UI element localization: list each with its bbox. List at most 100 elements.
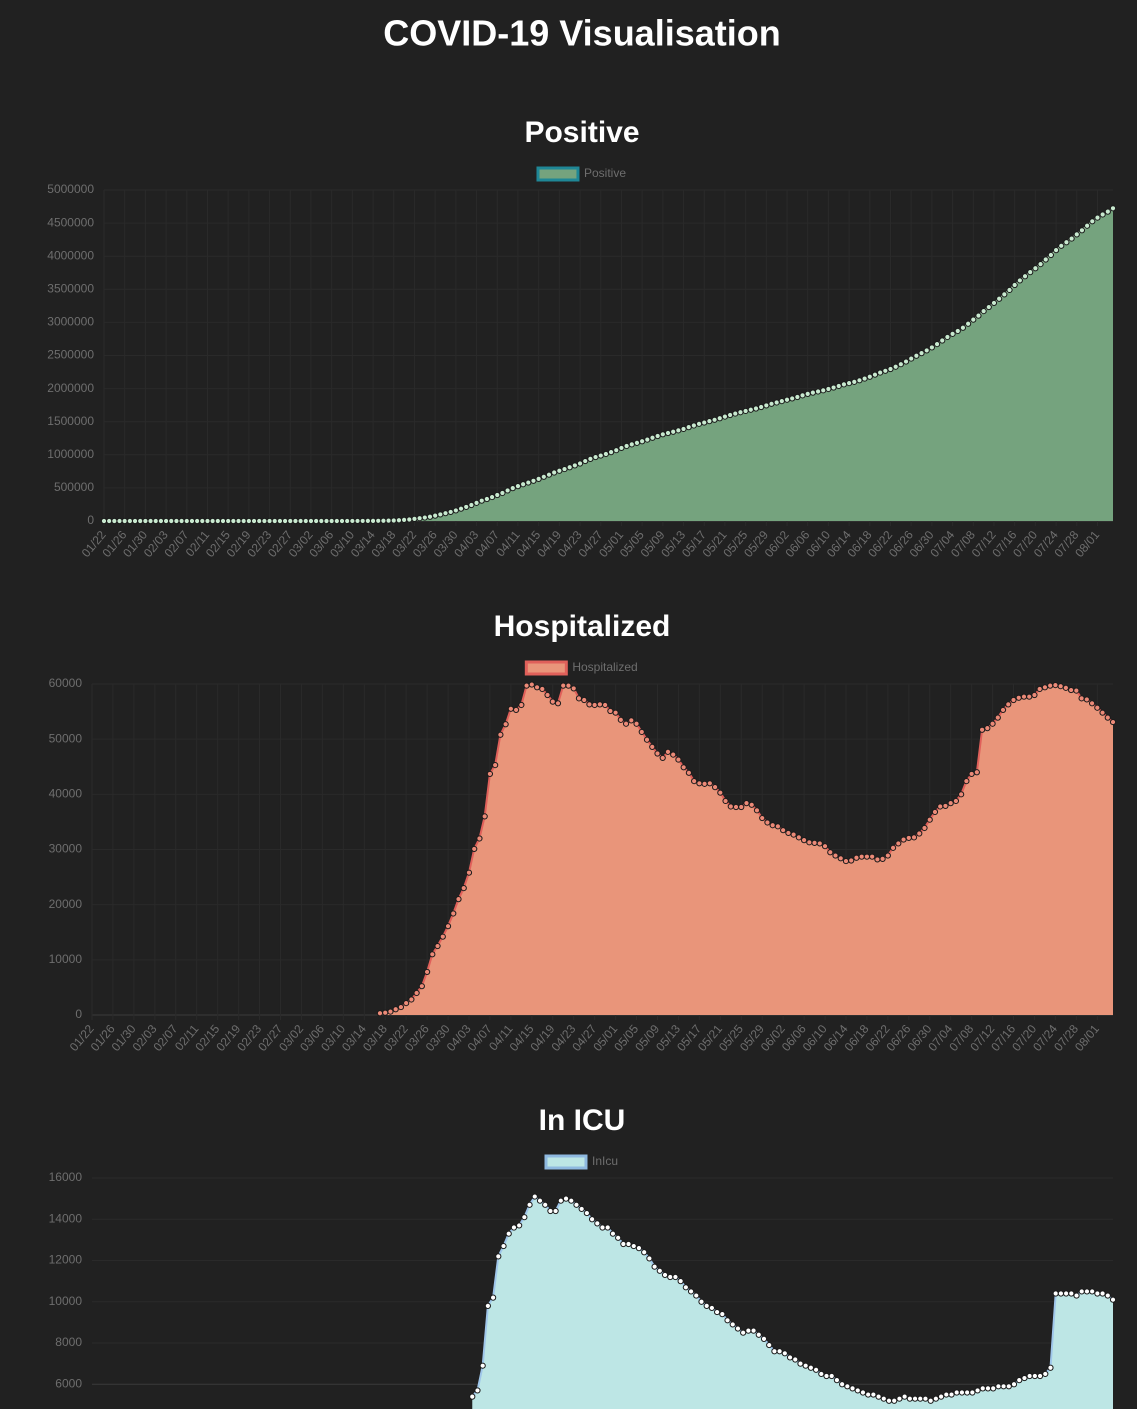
data-point <box>996 295 1003 302</box>
data-point <box>245 517 252 525</box>
data-point <box>1104 714 1111 721</box>
data-point <box>927 1397 934 1404</box>
data-point <box>1094 704 1101 711</box>
data-point <box>778 397 785 405</box>
data-point <box>672 1273 679 1281</box>
y-tick-label: 14000 <box>49 1211 83 1225</box>
data-point <box>916 830 923 837</box>
data-point <box>851 378 858 385</box>
data-point <box>641 1249 648 1256</box>
data-point <box>545 471 553 478</box>
data-point <box>1078 227 1086 234</box>
data-point <box>670 751 677 758</box>
data-point <box>397 1003 405 1011</box>
y-tick-label: 3500000 <box>47 281 94 295</box>
data-point <box>509 485 516 492</box>
data-point <box>906 1395 913 1402</box>
data-point <box>835 382 842 390</box>
data-point <box>581 696 588 704</box>
data-point <box>479 1362 486 1369</box>
data-point <box>194 517 201 525</box>
data-point <box>649 743 656 750</box>
data-point <box>811 839 818 846</box>
data-point <box>523 682 530 689</box>
data-point <box>591 701 598 709</box>
data-point <box>1078 695 1085 702</box>
data-point <box>785 829 792 837</box>
data-point <box>437 511 444 518</box>
data-point <box>1026 1372 1033 1380</box>
plot <box>376 681 1117 1017</box>
data-point <box>1084 222 1091 229</box>
data-point <box>939 337 946 344</box>
data-point <box>861 375 868 382</box>
data-point <box>675 427 682 434</box>
data-point <box>708 1304 715 1312</box>
data-point <box>794 393 801 401</box>
data-point <box>651 1263 658 1270</box>
data-point <box>942 802 949 810</box>
data-point <box>576 460 584 467</box>
data-point <box>568 1197 575 1204</box>
data-point <box>953 1389 960 1396</box>
data-point <box>969 1389 976 1396</box>
data-point <box>790 831 797 838</box>
data-point <box>423 968 431 976</box>
data-point <box>516 1222 523 1229</box>
y-tick-label: 4000000 <box>47 248 94 262</box>
data-point <box>768 400 775 407</box>
data-point <box>307 517 315 525</box>
data-point <box>1010 1381 1018 1388</box>
data-point <box>354 517 361 525</box>
legend-item: Hospitalized <box>524 660 638 676</box>
data-point <box>573 1201 580 1208</box>
data-point <box>602 450 610 458</box>
data-point <box>536 1197 544 1204</box>
data-point <box>750 1327 757 1334</box>
data-point <box>531 1193 538 1200</box>
data-point <box>1063 1290 1070 1297</box>
data-point <box>261 517 268 525</box>
data-point <box>921 824 928 832</box>
data-point <box>586 701 593 708</box>
data-point <box>830 384 837 391</box>
data-point <box>633 720 640 727</box>
data-point <box>530 477 537 484</box>
data-point <box>465 869 473 876</box>
data-point <box>1099 709 1106 716</box>
data-point <box>820 387 827 394</box>
legend-label: Hospitalized <box>572 660 637 674</box>
data-point <box>369 517 377 524</box>
data-point <box>473 499 480 506</box>
data-point <box>947 800 954 807</box>
data-point <box>199 517 206 525</box>
data-point <box>266 517 273 525</box>
data-point <box>525 479 532 486</box>
data-point <box>849 1385 856 1392</box>
data-point <box>1062 684 1069 691</box>
data-point <box>447 508 454 516</box>
data-point <box>183 517 190 525</box>
data-point <box>879 855 886 862</box>
data-point <box>287 517 294 525</box>
data-point <box>1063 239 1070 246</box>
data-point <box>426 513 434 520</box>
data-point <box>900 836 907 843</box>
data-point <box>911 1395 919 1402</box>
data-point <box>745 1327 752 1334</box>
data-point <box>421 514 428 521</box>
data-point <box>721 413 729 420</box>
data-point <box>937 1393 945 1400</box>
data-point <box>807 1364 814 1371</box>
data-point <box>990 1385 997 1392</box>
data-point <box>188 517 196 525</box>
data-point <box>554 700 562 707</box>
data-point <box>814 388 822 395</box>
data-point <box>760 1335 768 1342</box>
data-point <box>1031 691 1038 699</box>
data-point <box>795 834 802 841</box>
y-tick-label: 60000 <box>49 676 83 690</box>
data-point <box>106 517 113 525</box>
data-point <box>922 1395 929 1402</box>
